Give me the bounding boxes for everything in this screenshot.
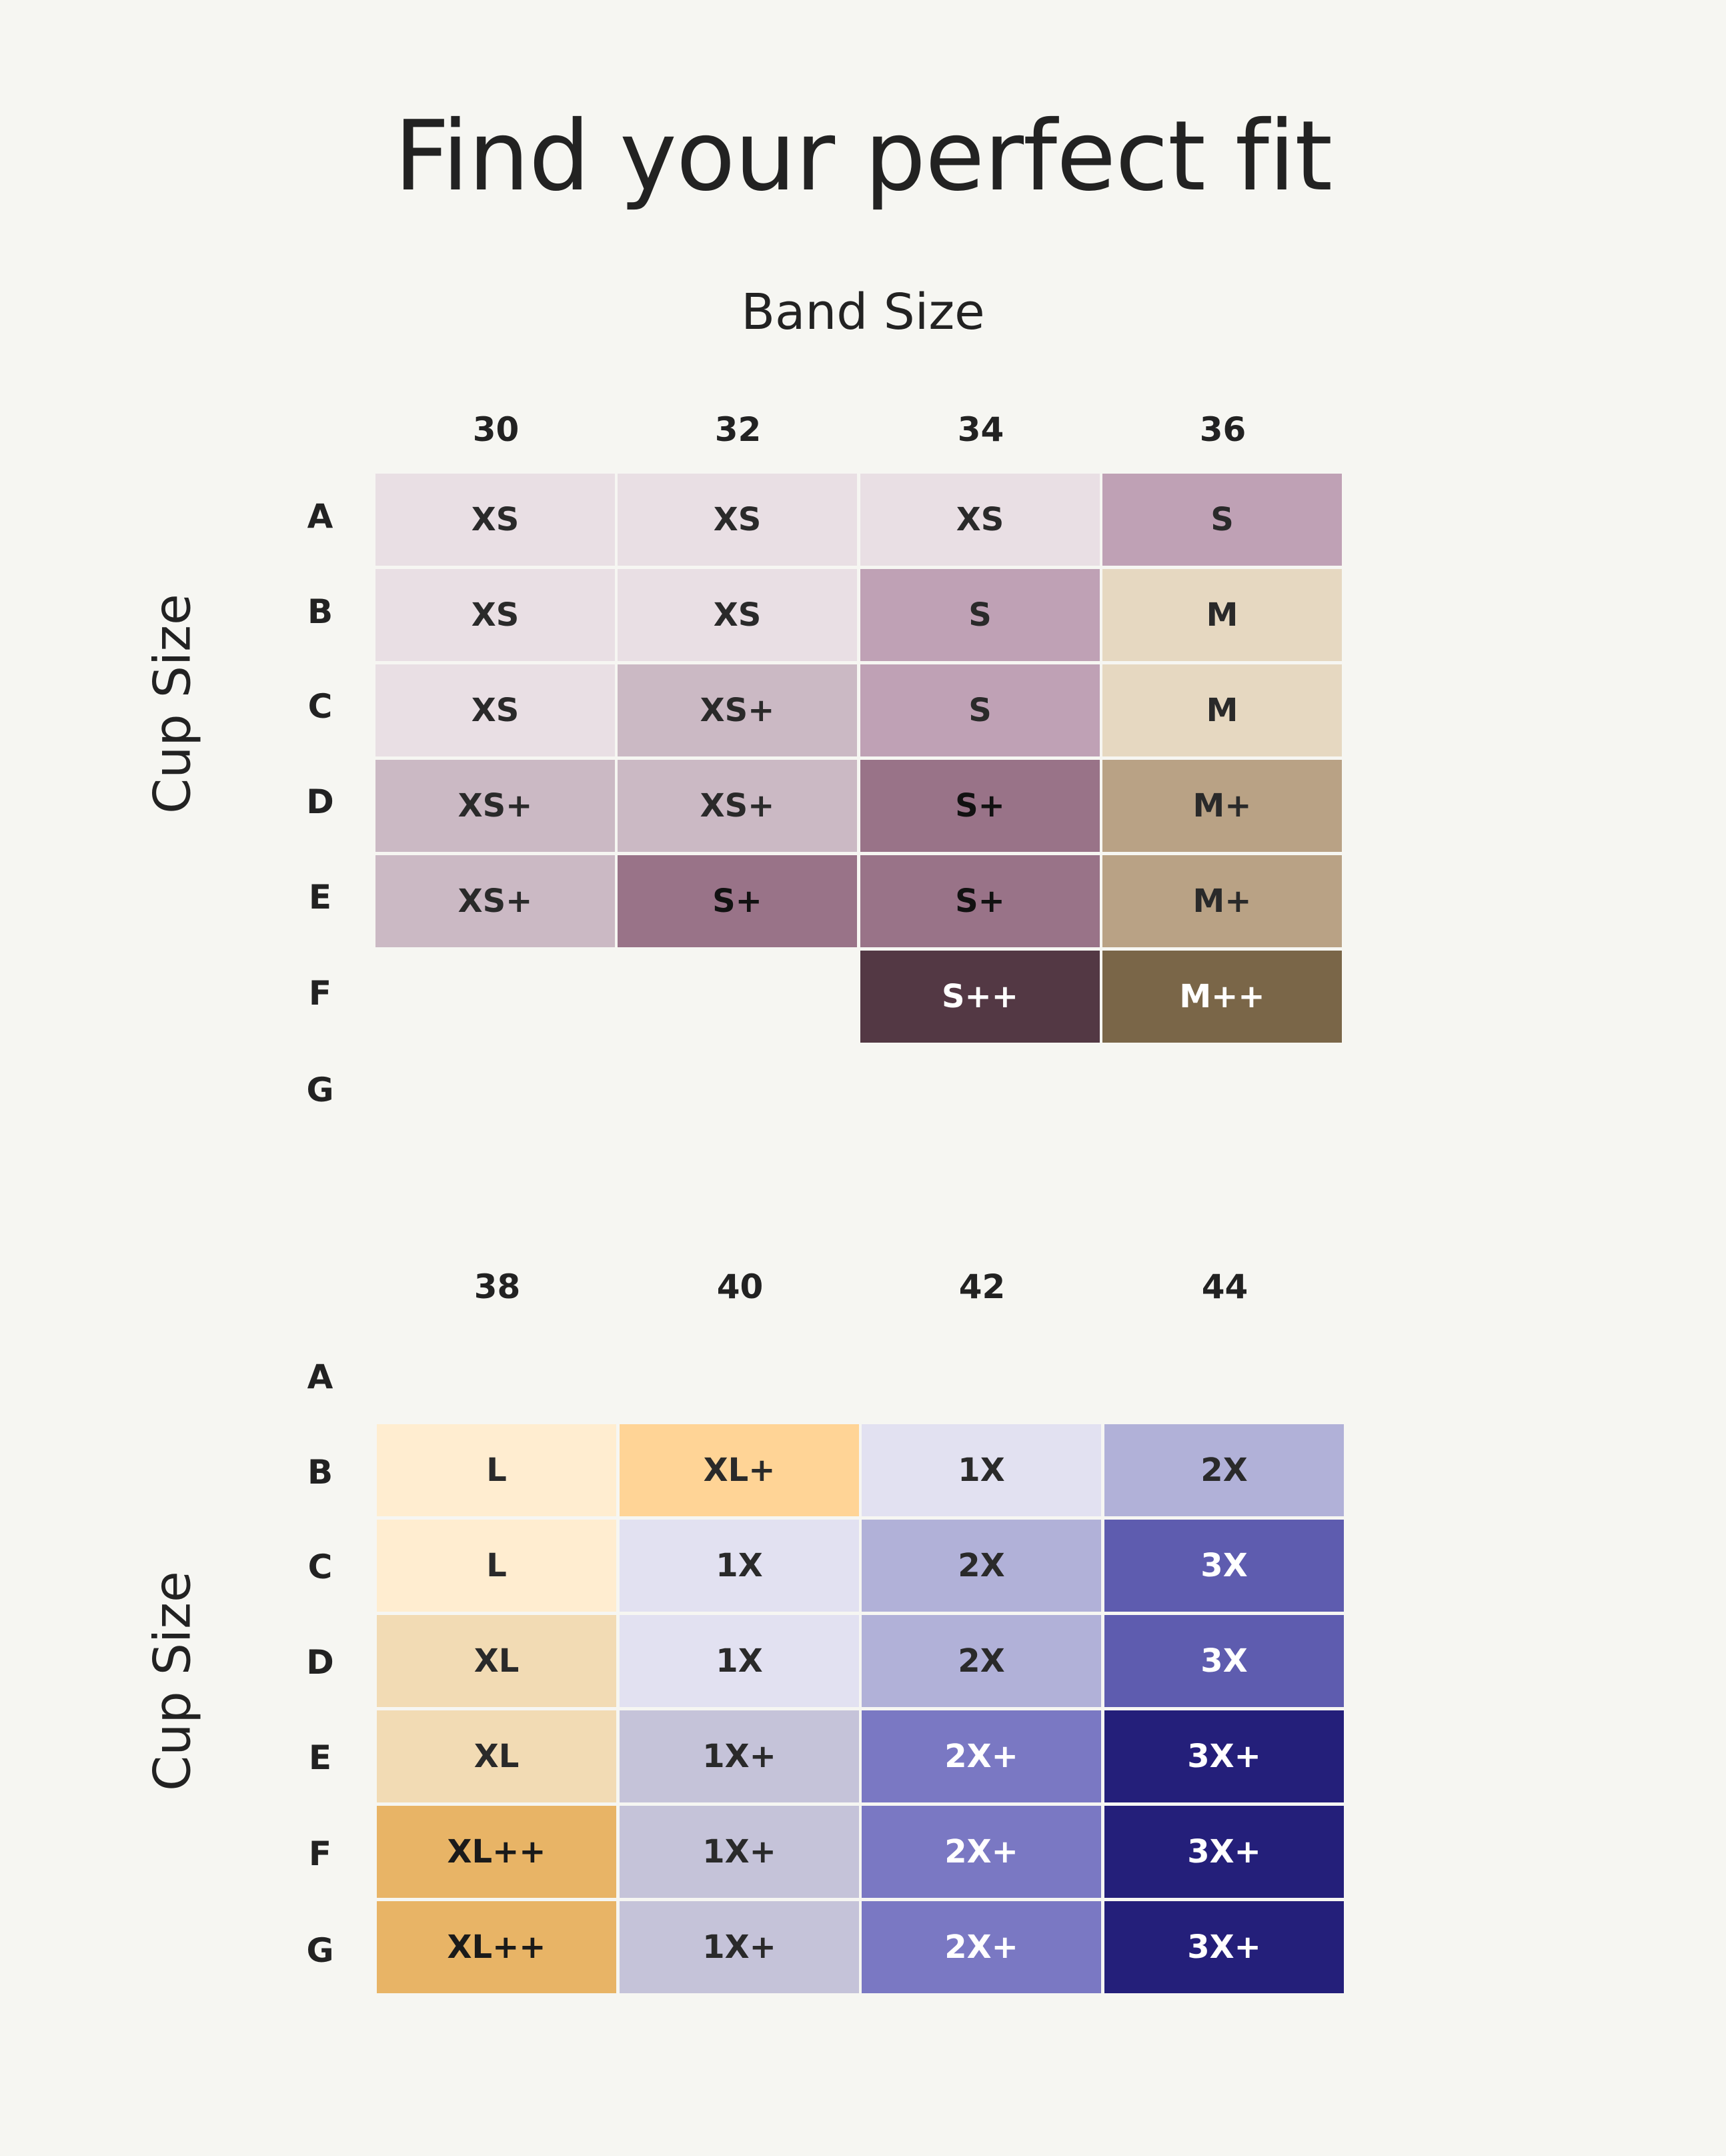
cup-row-label-f: F <box>308 1834 332 1873</box>
size-cell: 1X <box>862 1424 1101 1516</box>
size-cell: 2X+ <box>862 1806 1101 1898</box>
cup-row-label-a: A <box>307 497 333 536</box>
band-header-34: 34 <box>957 410 1004 449</box>
cup-row-label-f: F <box>308 974 332 1013</box>
cup-row-label-a: A <box>307 1358 333 1396</box>
cup-row-label-e: E <box>308 878 332 917</box>
size-cell: 3X <box>1104 1520 1344 1612</box>
size-cell: XS+ <box>618 664 857 756</box>
size-cell: 3X <box>1104 1615 1344 1707</box>
size-cell: 1X+ <box>620 1806 859 1898</box>
size-cell: XS+ <box>375 760 615 852</box>
size-cell: L <box>377 1520 616 1612</box>
size-cell: XS <box>618 569 857 661</box>
size-cell: XS+ <box>375 855 615 947</box>
size-cell: M <box>1102 569 1342 661</box>
size-cell: S+ <box>618 855 857 947</box>
size-cell: S+ <box>860 760 1100 852</box>
band-header-44: 44 <box>1201 1267 1248 1306</box>
size-cell: XS <box>375 664 615 756</box>
size-cell: S++ <box>860 951 1100 1043</box>
cup-row-label-d: D <box>306 782 334 821</box>
band-header-40: 40 <box>716 1267 764 1306</box>
size-cell: XS <box>375 569 615 661</box>
size-cell: 1X+ <box>620 1901 859 1993</box>
size-cell: M+ <box>1102 855 1342 947</box>
size-cell: 2X+ <box>862 1901 1101 1993</box>
cup-row-label-g: G <box>306 1071 334 1109</box>
size-cell: S <box>1102 474 1342 566</box>
size-cell: XL <box>377 1615 616 1707</box>
size-cell: XL++ <box>377 1901 616 1993</box>
size-cell: S+ <box>860 855 1100 947</box>
cup-row-label-d: D <box>306 1643 334 1682</box>
band-header-36: 36 <box>1199 410 1246 449</box>
size-cell: S <box>860 664 1100 756</box>
size-cell: 3X+ <box>1104 1901 1344 1993</box>
cup-row-label-e: E <box>308 1738 332 1777</box>
size-cell: 2X <box>862 1520 1101 1612</box>
cup-row-label-c: C <box>307 687 333 726</box>
size-cell: 1X+ <box>620 1710 859 1802</box>
size-cell: M <box>1102 664 1342 756</box>
cup-row-label-c: C <box>307 1548 333 1586</box>
cup-size-axis-label: Cup Size <box>142 594 202 814</box>
cup-row-label-g: G <box>306 1931 334 1970</box>
band-header-42: 42 <box>958 1267 1006 1306</box>
size-cell: XL++ <box>377 1806 616 1898</box>
size-cell: XS <box>375 474 615 566</box>
band-header-32: 32 <box>714 410 762 449</box>
cup-row-label-b: B <box>307 592 333 631</box>
size-cell: XS <box>618 474 857 566</box>
size-cell: 2X <box>862 1615 1101 1707</box>
size-cell: 2X+ <box>862 1710 1101 1802</box>
size-cell: 1X <box>620 1520 859 1612</box>
size-cell: 3X+ <box>1104 1710 1344 1802</box>
size-cell: S <box>860 569 1100 661</box>
size-cell: XS+ <box>618 760 857 852</box>
size-cell: M+ <box>1102 760 1342 852</box>
size-cell: XS <box>860 474 1100 566</box>
size-cell: XL <box>377 1710 616 1802</box>
page-title: Find your perfect fit <box>393 100 1333 213</box>
size-cell: 2X <box>1104 1424 1344 1516</box>
size-cell: L <box>377 1424 616 1516</box>
size-cell: 3X+ <box>1104 1806 1344 1898</box>
band-header-38: 38 <box>474 1267 521 1306</box>
size-cell: 1X <box>620 1615 859 1707</box>
band-header-30: 30 <box>472 410 520 449</box>
size-cell: XL+ <box>620 1424 859 1516</box>
band-size-heading: Band Size <box>741 284 985 341</box>
size-cell: M++ <box>1102 951 1342 1043</box>
cup-size-axis-label: Cup Size <box>142 1571 202 1791</box>
cup-row-label-b: B <box>307 1453 333 1492</box>
